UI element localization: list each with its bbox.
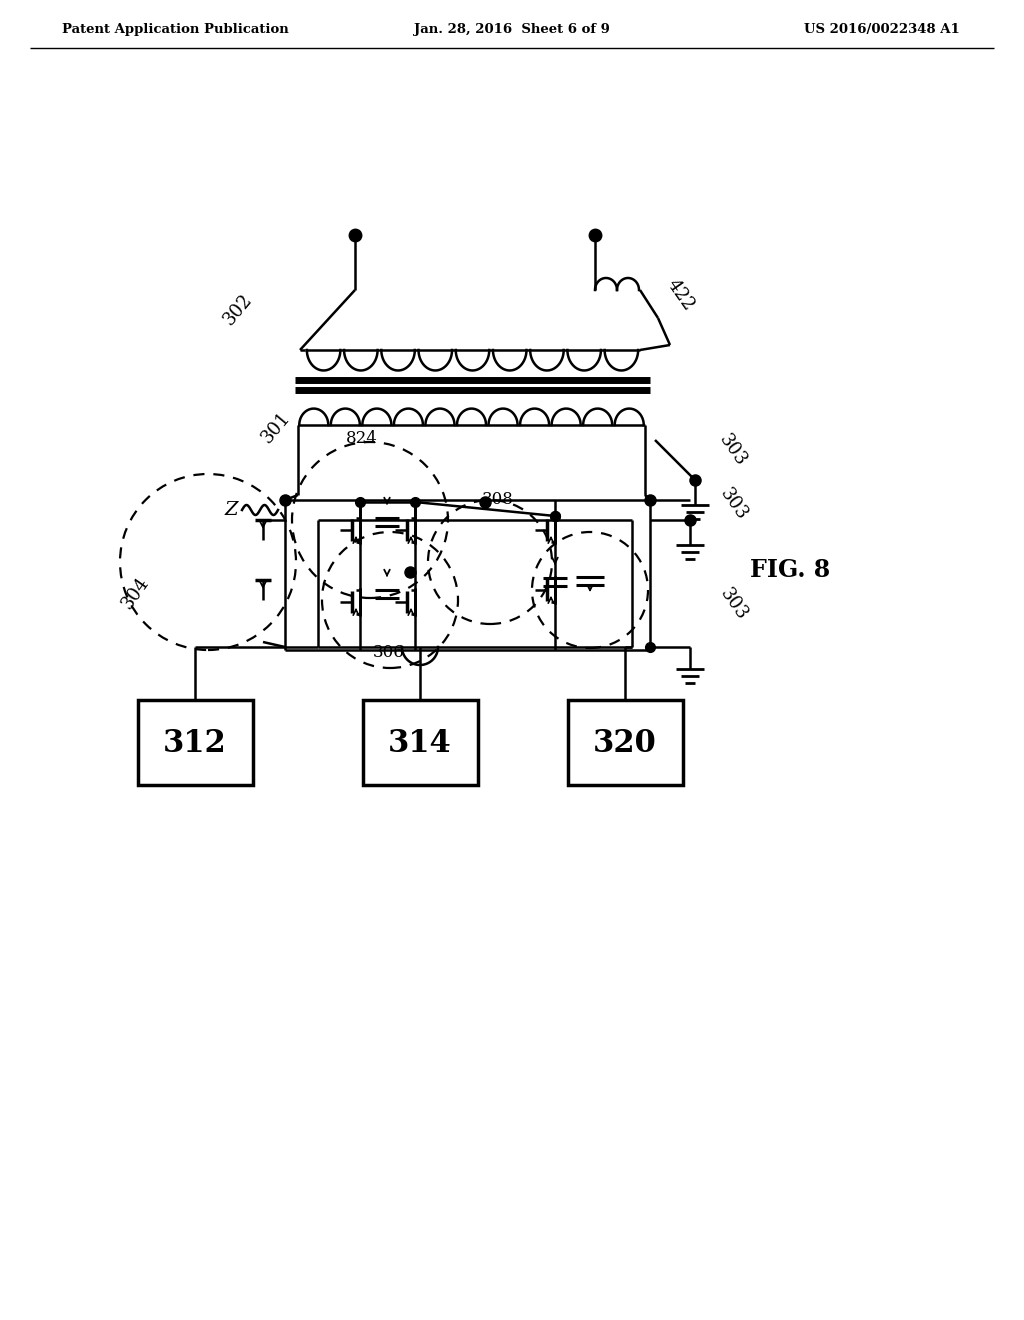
Text: FIG. 8: FIG. 8 [750,558,830,582]
FancyBboxPatch shape [138,700,253,785]
Text: Jan. 28, 2016  Sheet 6 of 9: Jan. 28, 2016 Sheet 6 of 9 [414,24,610,37]
Text: 314: 314 [388,727,452,759]
Text: 303: 303 [716,585,751,624]
Text: 302: 302 [220,290,256,329]
FancyBboxPatch shape [568,700,683,785]
FancyBboxPatch shape [362,700,478,785]
Text: 308: 308 [482,491,514,508]
Text: 320: 320 [593,727,656,759]
Text: 304: 304 [118,573,153,612]
Text: 824: 824 [346,430,378,447]
Text: 312: 312 [163,727,227,759]
Text: Z: Z [224,502,238,519]
Text: 306: 306 [373,644,404,661]
Text: 301: 301 [258,409,294,447]
Text: 422: 422 [663,276,697,314]
Text: US 2016/0022348 A1: US 2016/0022348 A1 [804,24,961,37]
Text: 303: 303 [715,430,750,470]
Text: Patent Application Publication: Patent Application Publication [62,24,289,37]
Text: 303: 303 [716,486,751,524]
